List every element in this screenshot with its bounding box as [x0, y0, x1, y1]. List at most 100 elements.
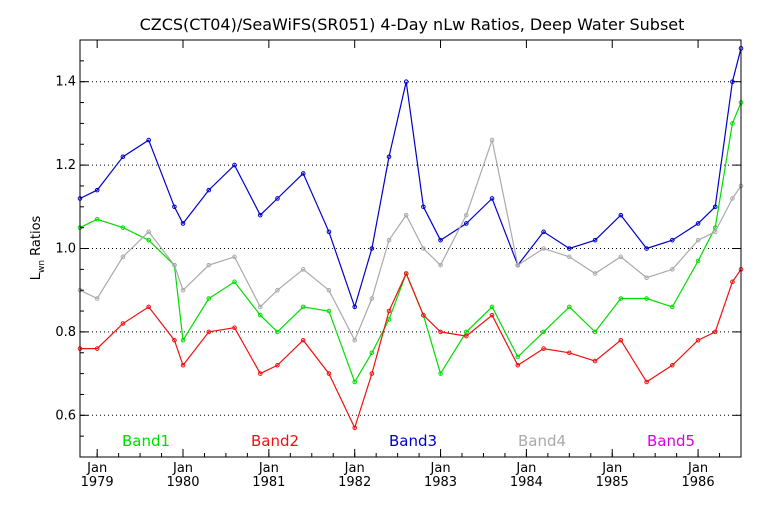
- data-point-band3: [695, 221, 701, 226]
- y-tick-label: 0.6: [55, 408, 76, 423]
- x-tick-month: Jan: [344, 461, 365, 476]
- data-point-band4: [300, 267, 306, 272]
- plot-frame: [79, 39, 742, 458]
- data-point-band2: [567, 350, 572, 356]
- data-point-band2: [257, 371, 263, 376]
- x-tick-year: 1986: [682, 475, 715, 490]
- series-layer: [77, 46, 744, 431]
- data-point-band1: [463, 329, 469, 335]
- data-point-band3: [403, 79, 409, 84]
- x-tick-year: 1982: [338, 475, 371, 490]
- data-point-band3: [232, 162, 237, 168]
- data-point-band2: [644, 379, 649, 385]
- data-point-band4: [644, 275, 649, 280]
- data-point-band3: [257, 212, 263, 218]
- data-point-band1: [730, 121, 735, 126]
- data-point-band4: [206, 262, 212, 268]
- data-point-band4: [618, 254, 624, 260]
- data-point-band2: [94, 346, 100, 351]
- data-point-band2: [326, 371, 332, 376]
- data-point-band1: [515, 354, 521, 360]
- data-point-band4: [180, 287, 186, 293]
- data-point-band3: [94, 187, 100, 193]
- x-tick-year: 1979: [81, 475, 114, 490]
- data-point-band4: [463, 212, 469, 218]
- x-tick-month: Jan: [515, 461, 536, 476]
- data-point-band1: [120, 225, 126, 230]
- legend-entry-band1: Band1: [122, 432, 170, 450]
- x-tick-month: Jan: [258, 461, 279, 476]
- data-point-band4: [567, 254, 572, 260]
- data-point-band2: [386, 308, 392, 314]
- data-point-band3: [541, 229, 546, 235]
- data-point-band2: [618, 337, 624, 343]
- x-axis: Jan1979Jan1980Jan1981Jan1982Jan1983Jan19…: [81, 40, 742, 490]
- data-point-band2: [120, 321, 126, 326]
- data-point-band2: [180, 362, 186, 368]
- y-axis-label-rest: Ratios: [29, 215, 44, 260]
- data-point-band2: [670, 362, 675, 368]
- legend-entry-band3: Band3: [389, 432, 437, 450]
- data-point-band3: [644, 246, 649, 251]
- data-point-band1: [567, 304, 572, 310]
- x-tick-month: Jan: [430, 461, 451, 476]
- data-point-band2: [592, 358, 598, 364]
- data-point-band1: [146, 237, 151, 243]
- data-point-band2: [730, 279, 735, 285]
- data-point-band4: [257, 304, 263, 310]
- data-point-band3: [438, 237, 443, 243]
- y-tick-label: 0.8: [55, 325, 76, 340]
- data-point-band4: [386, 237, 392, 243]
- data-point-band3: [146, 137, 151, 143]
- data-point-band4: [94, 296, 100, 301]
- data-point-band2: [541, 346, 546, 351]
- data-point-band1: [232, 279, 237, 285]
- data-point-band4: [120, 254, 126, 260]
- data-point-band4: [695, 237, 701, 243]
- data-point-band3: [712, 204, 718, 210]
- series-line-band2: [80, 269, 742, 430]
- y-axis-label-sub: wn: [37, 260, 47, 273]
- chart-title: CZCS(CT04)/SeaWiFS(SR051) 4-Day nLw Rati…: [140, 15, 685, 34]
- data-point-band4: [275, 287, 280, 293]
- x-tick-month: Jan: [601, 461, 622, 476]
- data-point-band1: [438, 371, 443, 376]
- x-tick-year: 1984: [510, 475, 543, 490]
- data-point-band2: [172, 337, 177, 343]
- data-point-band4: [326, 287, 332, 293]
- data-point-band1: [206, 296, 212, 301]
- x-tick-year: 1983: [424, 475, 457, 490]
- x-tick-year: 1985: [596, 475, 629, 490]
- data-point-band3: [618, 212, 624, 218]
- y-tick-label: 1.2: [55, 158, 76, 173]
- data-point-band4: [489, 137, 495, 143]
- data-point-band1: [489, 304, 495, 310]
- data-point-band3: [369, 246, 375, 251]
- x-tick-month: Jan: [172, 461, 193, 476]
- x-tick-month: Jan: [86, 461, 107, 476]
- data-point-band1: [618, 296, 624, 301]
- data-point-band3: [352, 304, 358, 310]
- data-point-band1: [695, 258, 701, 264]
- data-point-band4: [670, 267, 675, 272]
- series-line-band4: [79, 137, 742, 342]
- data-point-band2: [146, 304, 151, 310]
- legend-entry-band4: Band4: [518, 432, 566, 450]
- data-point-band3: [120, 154, 126, 160]
- data-point-band2: [695, 337, 701, 343]
- x-tick-month: Jan: [687, 461, 708, 476]
- data-point-band2: [438, 329, 443, 335]
- data-point-band1: [644, 296, 649, 301]
- data-point-band2: [232, 325, 237, 331]
- data-point-band3: [463, 221, 469, 226]
- y-axis-label: Lwn Ratios: [29, 215, 47, 280]
- legend-entry-band5: Band5: [647, 432, 695, 450]
- data-point-band3: [326, 229, 332, 235]
- data-point-band1: [94, 217, 100, 222]
- data-point-band4: [172, 262, 177, 268]
- data-point-band1: [257, 312, 263, 318]
- gridlines: [80, 81, 741, 416]
- data-point-band3: [300, 171, 306, 176]
- x-tick-year: 1981: [252, 475, 285, 490]
- data-point-band1: [275, 329, 280, 335]
